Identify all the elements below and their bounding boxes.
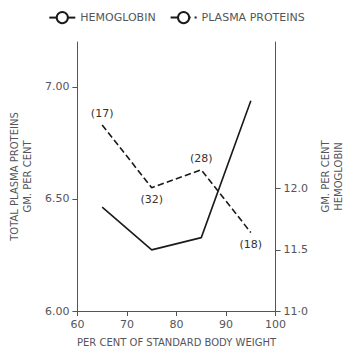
svg-text:80: 80 [170,318,184,331]
svg-text:PER CENT OF STANDARD BODY WEIG: PER CENT OF STANDARD BODY WEIGHT [77,337,277,348]
svg-text:HEMOGLOBIN: HEMOGLOBIN [80,11,155,24]
svg-text:GM. PER CENT: GM. PER CENT [320,140,331,213]
svg-text:TOTAL PLASMA PROTEINS: TOTAL PLASMA PROTEINS [9,112,20,242]
svg-text:GM. PER CENT: GM. PER CENT [22,140,33,213]
svg-text:70: 70 [120,318,134,331]
svg-text:100: 100 [265,318,286,331]
svg-text:(32): (32) [140,193,163,206]
svg-text:7.00: 7.00 [45,80,70,93]
svg-text:11.5: 11.5 [284,243,309,256]
svg-text:(28): (28) [190,152,213,165]
svg-text:60: 60 [70,318,84,331]
svg-text:PLASMA PROTEINS: PLASMA PROTEINS [202,11,305,24]
svg-text:(17): (17) [91,107,114,120]
svg-text:90: 90 [219,318,233,331]
svg-text:HEMOGLOBIN: HEMOGLOBIN [333,142,344,210]
svg-text:6.50: 6.50 [45,192,70,205]
svg-text:12.0: 12.0 [284,182,309,195]
svg-text:6.00: 6.00 [45,305,70,318]
svg-text:11·0: 11·0 [284,305,309,318]
svg-text:(18): (18) [240,238,263,251]
